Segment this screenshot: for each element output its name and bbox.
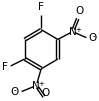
Text: O: O (75, 6, 84, 16)
Text: O: O (41, 88, 50, 98)
Text: -: - (13, 87, 16, 96)
Text: O: O (89, 33, 97, 43)
Text: O: O (11, 87, 19, 97)
Text: -: - (92, 32, 95, 41)
Text: +: + (39, 81, 44, 87)
Text: +: + (75, 27, 81, 33)
Text: F: F (38, 3, 44, 13)
Text: F: F (2, 62, 8, 72)
Text: N: N (69, 27, 77, 37)
Text: N: N (32, 80, 40, 90)
